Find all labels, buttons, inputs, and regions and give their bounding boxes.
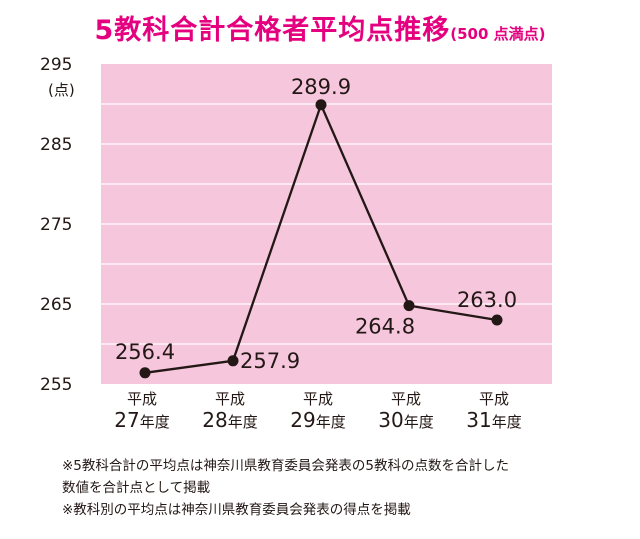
data-point	[403, 300, 415, 312]
x-tick-label: 平成 29年度	[290, 390, 345, 432]
y-tick-label: 285	[40, 135, 72, 155]
y-tick-label: 275	[40, 215, 72, 235]
chart-title-main: 5教科合計合格者平均点推移	[94, 15, 451, 46]
data-labels: 256.4 257.9 289.9 264.8 263.0	[115, 75, 517, 373]
chart-subtitle: (500 点満点)	[450, 25, 546, 43]
series-line-group	[139, 99, 503, 379]
data-point	[315, 99, 327, 111]
data-label: 264.8	[355, 315, 415, 339]
data-point	[491, 314, 503, 326]
chart-title: 5教科合計合格者平均点推移(500 点満点)	[0, 8, 640, 47]
y-tick-label: 265	[40, 295, 72, 315]
y-tick-labels: 255 265 275 285 295	[40, 55, 72, 395]
data-label: 263.0	[457, 288, 517, 312]
x-tick-label: 平成 31年度	[466, 390, 521, 432]
footnote-1: ※5教科合計の平均点は神奈川県教育委員会発表の5教科の点数を合計した	[62, 458, 509, 474]
data-label: 257.9	[240, 349, 300, 373]
data-point	[227, 355, 239, 367]
x-tick-label: 平成 28年度	[202, 390, 257, 432]
footnote-3: ※教科別の平均点は神奈川県教育委員会発表の得点を掲載	[62, 502, 411, 518]
x-tick-label: 平成 27年度	[114, 390, 169, 432]
y-axis-unit: (点)	[48, 81, 75, 99]
data-label: 256.4	[115, 340, 175, 364]
y-tick-label: 255	[40, 375, 72, 395]
data-point	[139, 367, 151, 379]
y-tick-label: 295	[40, 55, 72, 75]
footnote-2: 数値を合計点として掲載	[62, 480, 211, 496]
data-label: 289.9	[291, 75, 351, 99]
grid-lines	[101, 103, 552, 345]
x-tick-label: 平成 30年度	[378, 390, 433, 432]
